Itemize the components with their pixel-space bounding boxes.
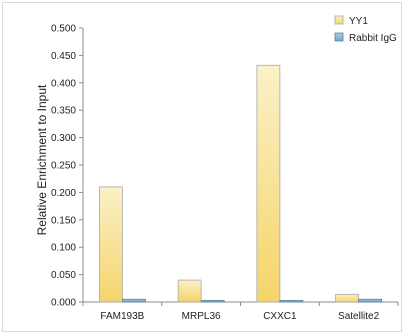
y-tick-label: 0.200 xyxy=(51,188,76,199)
y-axis-title: Relative Enrichment to Input xyxy=(35,84,49,235)
legend-label-rabbit-igg: Rabbit IgG xyxy=(349,33,397,44)
y-tick-label: 0.150 xyxy=(51,215,76,226)
y-tick-label: 0.000 xyxy=(51,298,76,309)
bar-yy1 xyxy=(335,293,360,303)
bars xyxy=(98,64,383,303)
bar-rabbit-igg xyxy=(121,298,146,303)
y-axis: 0.000 0.050 0.100 0.150 0.200 0.250 0.300 0.350… xyxy=(51,24,84,309)
y-tick-label: 0.300 xyxy=(51,133,76,144)
x-tick-label: Satellite2 xyxy=(338,311,380,322)
bar-yy1 xyxy=(256,64,281,303)
y-tick-label: 0.350 xyxy=(51,106,76,117)
y-tick-label: 0.050 xyxy=(51,270,76,281)
legend-swatch-yy1 xyxy=(334,15,344,25)
y-tick-label: 0.250 xyxy=(51,161,76,172)
bar-yy1 xyxy=(98,186,123,303)
y-tick-label: 0.400 xyxy=(51,78,76,89)
y-tick-label: 0.100 xyxy=(51,243,76,254)
bar-rabbit-igg xyxy=(200,299,225,303)
y-tick-label: 0.450 xyxy=(51,51,76,62)
x-tick-label: FAM193B xyxy=(100,311,144,322)
legend-swatch-rabbit-igg xyxy=(334,32,344,42)
bar-rabbit-igg xyxy=(279,299,304,303)
x-tick-label: MRPL36 xyxy=(182,311,221,322)
legend: YY1 Rabbit IgG xyxy=(334,15,397,44)
x-axis: FAM193B MRPL36 CXXC1 Satellite2 xyxy=(82,301,399,322)
legend-label-yy1: YY1 xyxy=(349,16,368,27)
y-tick-label: 0.500 xyxy=(51,24,76,35)
x-tick-label: CXXC1 xyxy=(263,311,297,322)
bar-yy1 xyxy=(177,279,202,303)
bar-rabbit-igg xyxy=(358,298,383,303)
chart-frame xyxy=(2,2,402,332)
